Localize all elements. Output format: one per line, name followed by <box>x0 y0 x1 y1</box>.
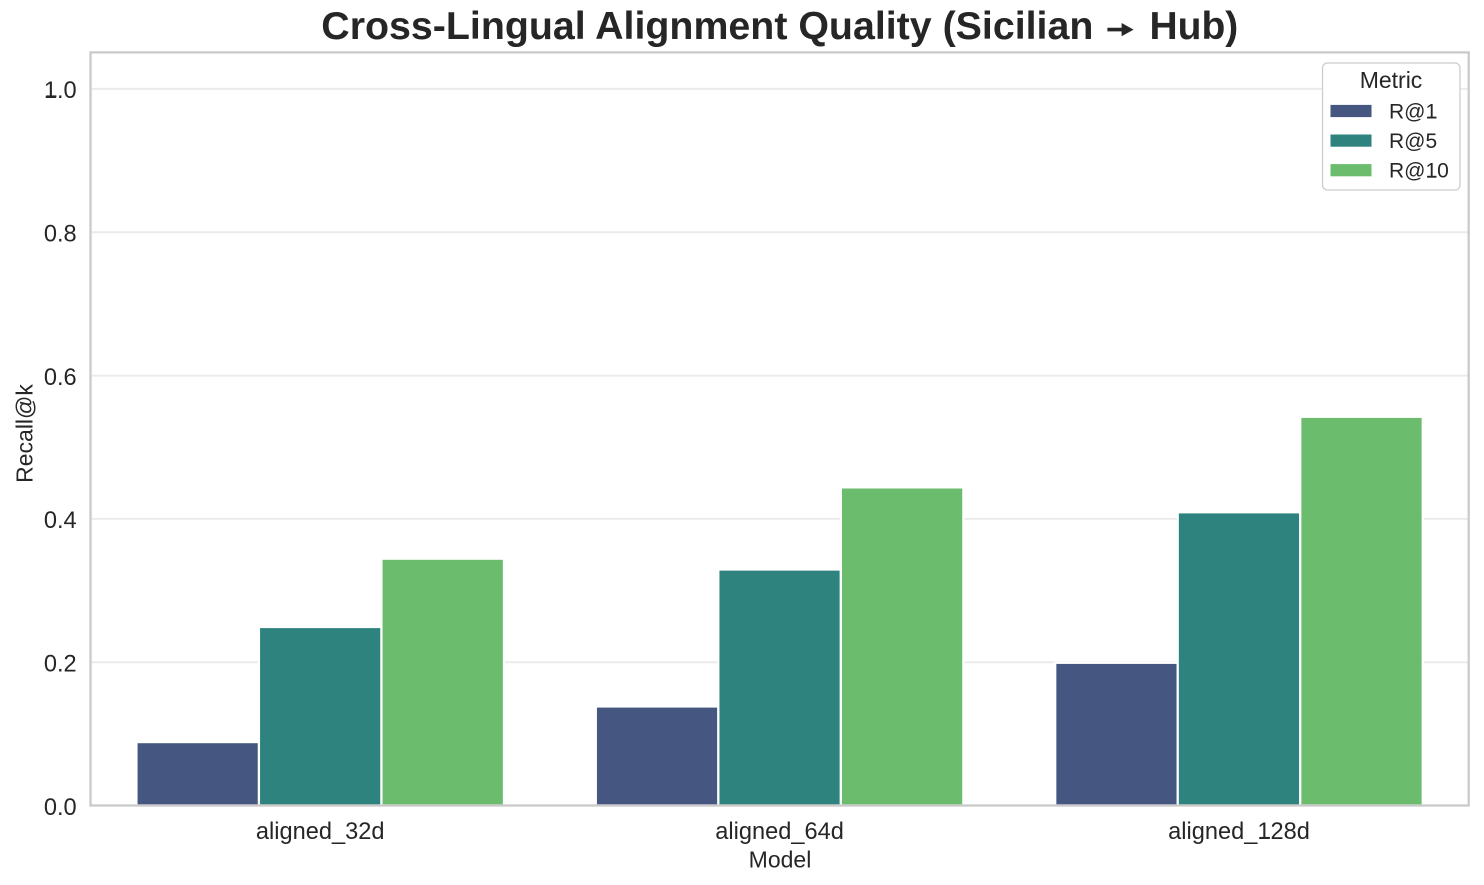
svg-text:aligned_32d: aligned_32d <box>256 819 385 845</box>
svg-text:Cross-Lingual Alignment Qualit: Cross-Lingual Alignment Quality (Sicilia… <box>321 4 1093 48</box>
svg-text:R@5: R@5 <box>1389 130 1437 153</box>
svg-text:0.0: 0.0 <box>44 795 77 821</box>
svg-text:aligned_128d: aligned_128d <box>1168 819 1310 845</box>
svg-text:R@1: R@1 <box>1389 100 1437 123</box>
svg-text:0.8: 0.8 <box>44 221 77 247</box>
svg-text:aligned_64d: aligned_64d <box>715 819 844 845</box>
svg-text:R@10: R@10 <box>1389 160 1449 183</box>
svg-text:Model: Model <box>749 846 812 872</box>
svg-text:Hub): Hub) <box>1150 5 1239 48</box>
svg-text:0.4: 0.4 <box>44 508 77 534</box>
svg-text:1.0: 1.0 <box>44 78 77 104</box>
svg-text:0.2: 0.2 <box>44 651 77 677</box>
svg-text:Recall@k: Recall@k <box>12 384 38 483</box>
svg-text:0.6: 0.6 <box>44 365 77 391</box>
svg-text:Metric: Metric <box>1360 67 1423 93</box>
